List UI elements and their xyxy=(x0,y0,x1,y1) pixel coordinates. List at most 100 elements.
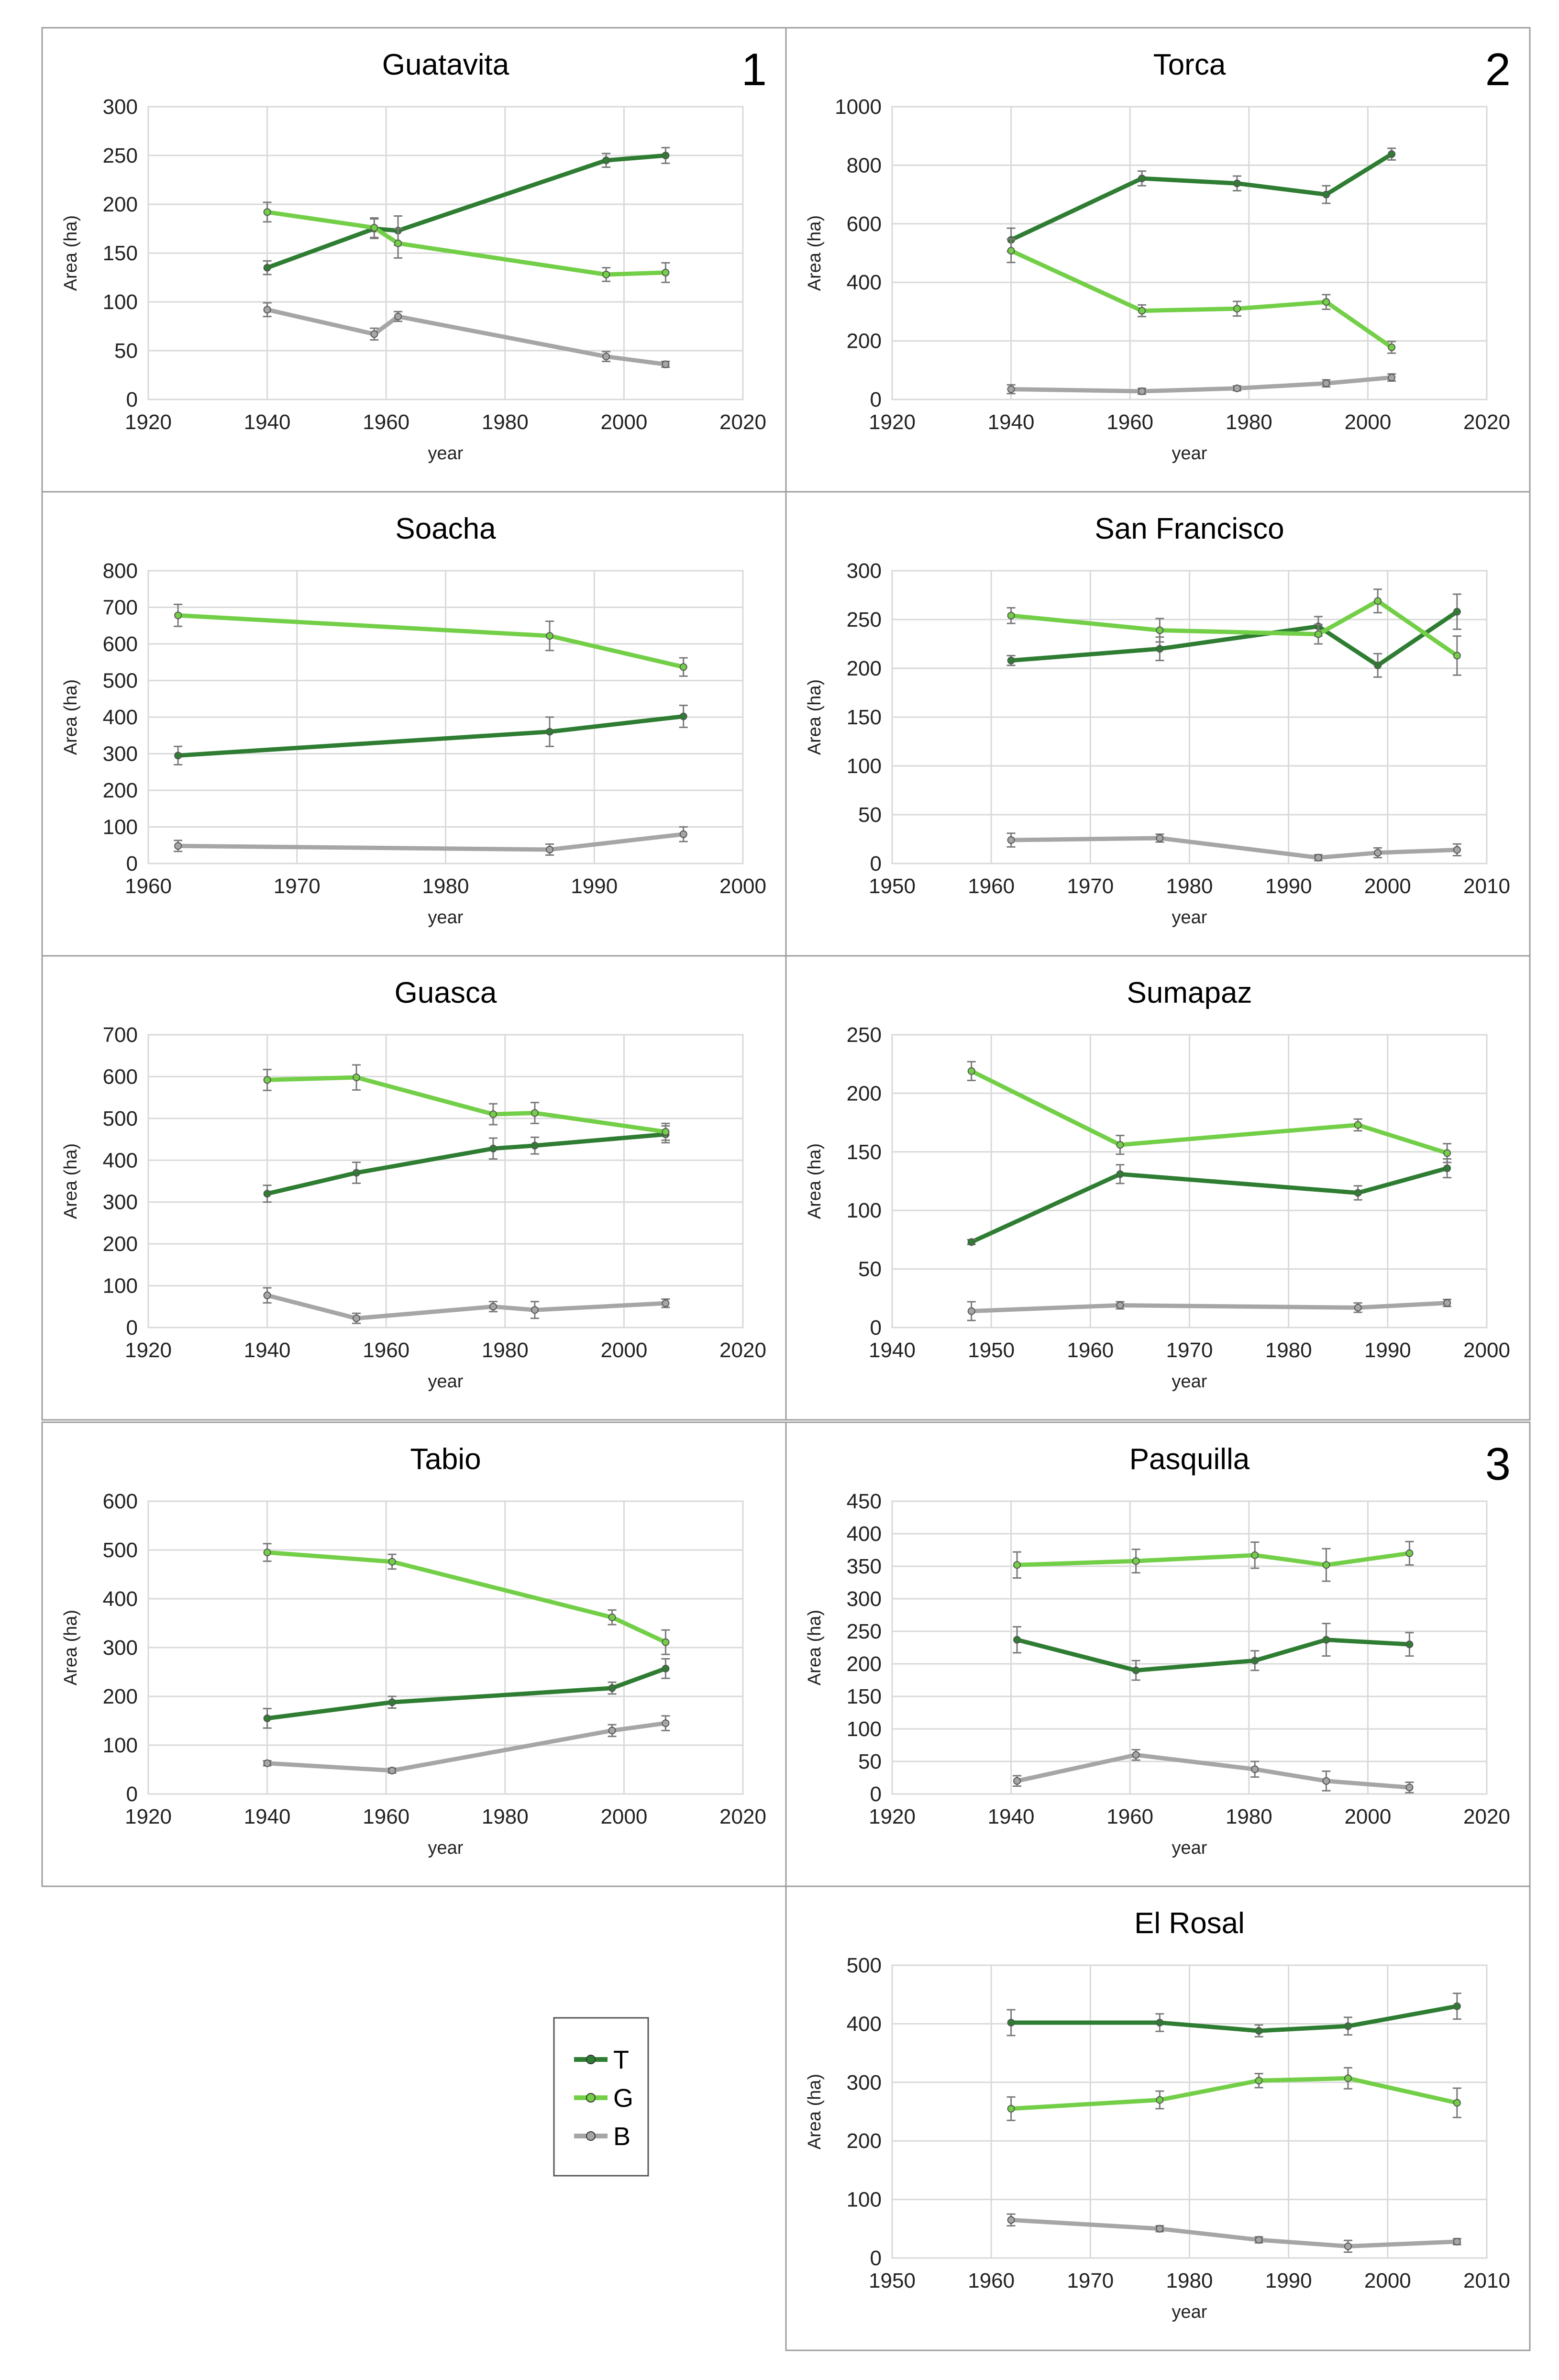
x-tick-label: 2010 xyxy=(1463,2269,1510,2292)
y-tick-label: 100 xyxy=(847,754,882,778)
y-tick-label: 0 xyxy=(126,388,138,411)
data-point xyxy=(353,1314,361,1322)
y-tick-label: 150 xyxy=(847,706,882,729)
y-tick-label: 0 xyxy=(870,1782,882,1806)
data-point xyxy=(263,208,271,216)
y-tick-label: 200 xyxy=(847,2129,882,2153)
x-axis-label: year xyxy=(428,1372,464,1392)
y-axis-label: Area (ha) xyxy=(61,215,81,291)
chart-title: Soacha xyxy=(395,512,496,545)
series-T xyxy=(967,1158,1452,1246)
y-tick-label: 300 xyxy=(847,2071,882,2094)
data-point xyxy=(1007,2104,1015,2113)
data-point xyxy=(388,1698,396,1706)
x-axis-label: year xyxy=(1172,443,1207,464)
data-point xyxy=(1156,2096,1164,2104)
y-tick-label: 300 xyxy=(847,559,882,583)
series-G xyxy=(263,1543,670,1655)
data-point xyxy=(1116,1301,1124,1309)
y-axis-label: Area (ha) xyxy=(805,1143,825,1219)
series-G xyxy=(1006,238,1396,354)
data-point xyxy=(1116,1170,1124,1178)
x-tick-label: 2020 xyxy=(719,1339,766,1362)
y-tick-label: 50 xyxy=(114,339,138,363)
y-tick-label: 0 xyxy=(870,852,882,875)
legend-label: B xyxy=(613,2122,630,2151)
data-point xyxy=(370,223,378,232)
panel-frame xyxy=(785,955,1531,1421)
y-tick-label: 150 xyxy=(103,242,138,265)
y-tick-label: 600 xyxy=(103,1065,138,1088)
y-axis-label: Area (ha) xyxy=(805,1610,825,1685)
data-point xyxy=(1007,2216,1015,2224)
panel-frame xyxy=(41,955,787,1421)
legend-entry-B: B xyxy=(574,2122,630,2151)
data-point xyxy=(1251,1657,1259,1665)
y-tick-label: 100 xyxy=(847,1199,882,1222)
y-tick-label: 1000 xyxy=(835,95,882,119)
y-tick-label: 700 xyxy=(103,1023,138,1047)
data-point xyxy=(531,1109,539,1117)
series-B xyxy=(174,826,688,856)
x-tick-label: 2020 xyxy=(1463,410,1510,434)
y-tick-label: 400 xyxy=(103,1149,138,1172)
x-tick-label: 1940 xyxy=(244,1805,291,1828)
panel-pasquilla: Pasquilla 3 1920 1940 1960 1980 2000 2020 0 50 100… xyxy=(785,1421,1531,1887)
series-G xyxy=(174,603,688,677)
data-point xyxy=(1443,1299,1451,1307)
data-point xyxy=(1013,1777,1021,1785)
data-point xyxy=(263,1549,271,1557)
data-point xyxy=(602,270,610,278)
data-point xyxy=(1255,2027,1263,2035)
data-point xyxy=(263,264,271,272)
y-tick-label: 500 xyxy=(103,1107,138,1130)
data-point xyxy=(1374,597,1382,605)
x-tick-label: 1990 xyxy=(571,875,618,898)
chart-title: Pasquilla xyxy=(1129,1443,1250,1476)
y-tick-label: 150 xyxy=(847,1140,882,1164)
data-point xyxy=(1013,1636,1021,1644)
y-tick-label: 200 xyxy=(847,657,882,680)
y-tick-label: 100 xyxy=(847,2188,882,2212)
x-tick-label: 1920 xyxy=(125,1339,172,1362)
chart-title: Torca xyxy=(1153,48,1226,81)
y-axis-label: Area (ha) xyxy=(61,679,81,755)
data-point xyxy=(263,1714,271,1722)
y-tick-label: 350 xyxy=(847,1555,882,1578)
data-point xyxy=(174,611,182,620)
x-axis-label: year xyxy=(1172,1372,1207,1392)
x-tick-label: 1960 xyxy=(968,875,1015,898)
x-tick-label: 1940 xyxy=(988,1805,1035,1828)
x-axis-label: year xyxy=(428,1838,464,1858)
x-tick-label: 1970 xyxy=(1067,2269,1114,2292)
data-point xyxy=(662,360,670,368)
y-tick-label: 200 xyxy=(103,1685,138,1708)
x-tick-label: 1980 xyxy=(482,1805,529,1828)
legend-frame xyxy=(553,2017,649,2177)
series-T xyxy=(263,1125,670,1203)
x-axis-label: year xyxy=(1172,2302,1207,2322)
data-point xyxy=(1007,2018,1015,2026)
y-tick-label: 450 xyxy=(847,1490,882,1513)
series-line-G xyxy=(969,1069,1449,1155)
series-B xyxy=(1013,1749,1414,1793)
x-tick-label: 1960 xyxy=(1067,1339,1114,1362)
y-tick-label: 800 xyxy=(103,559,138,583)
y-tick-label: 250 xyxy=(847,1023,882,1047)
x-tick-label: 1980 xyxy=(422,875,469,898)
data-point xyxy=(1132,1666,1140,1674)
y-tick-label: 200 xyxy=(103,193,138,216)
data-point xyxy=(1354,1121,1362,1129)
data-point xyxy=(388,1767,396,1775)
data-point xyxy=(1443,1149,1451,1157)
chart-title: Guatavita xyxy=(382,48,509,81)
data-point xyxy=(1322,1561,1330,1569)
x-tick-label: 1960 xyxy=(1106,1805,1153,1828)
x-tick-label: 2000 xyxy=(1463,1339,1510,1362)
data-point xyxy=(662,1719,670,1727)
y-tick-label: 500 xyxy=(103,669,138,693)
series-line-G xyxy=(265,1550,668,1645)
data-point xyxy=(531,1141,539,1150)
x-tick-label: 2020 xyxy=(719,410,766,434)
